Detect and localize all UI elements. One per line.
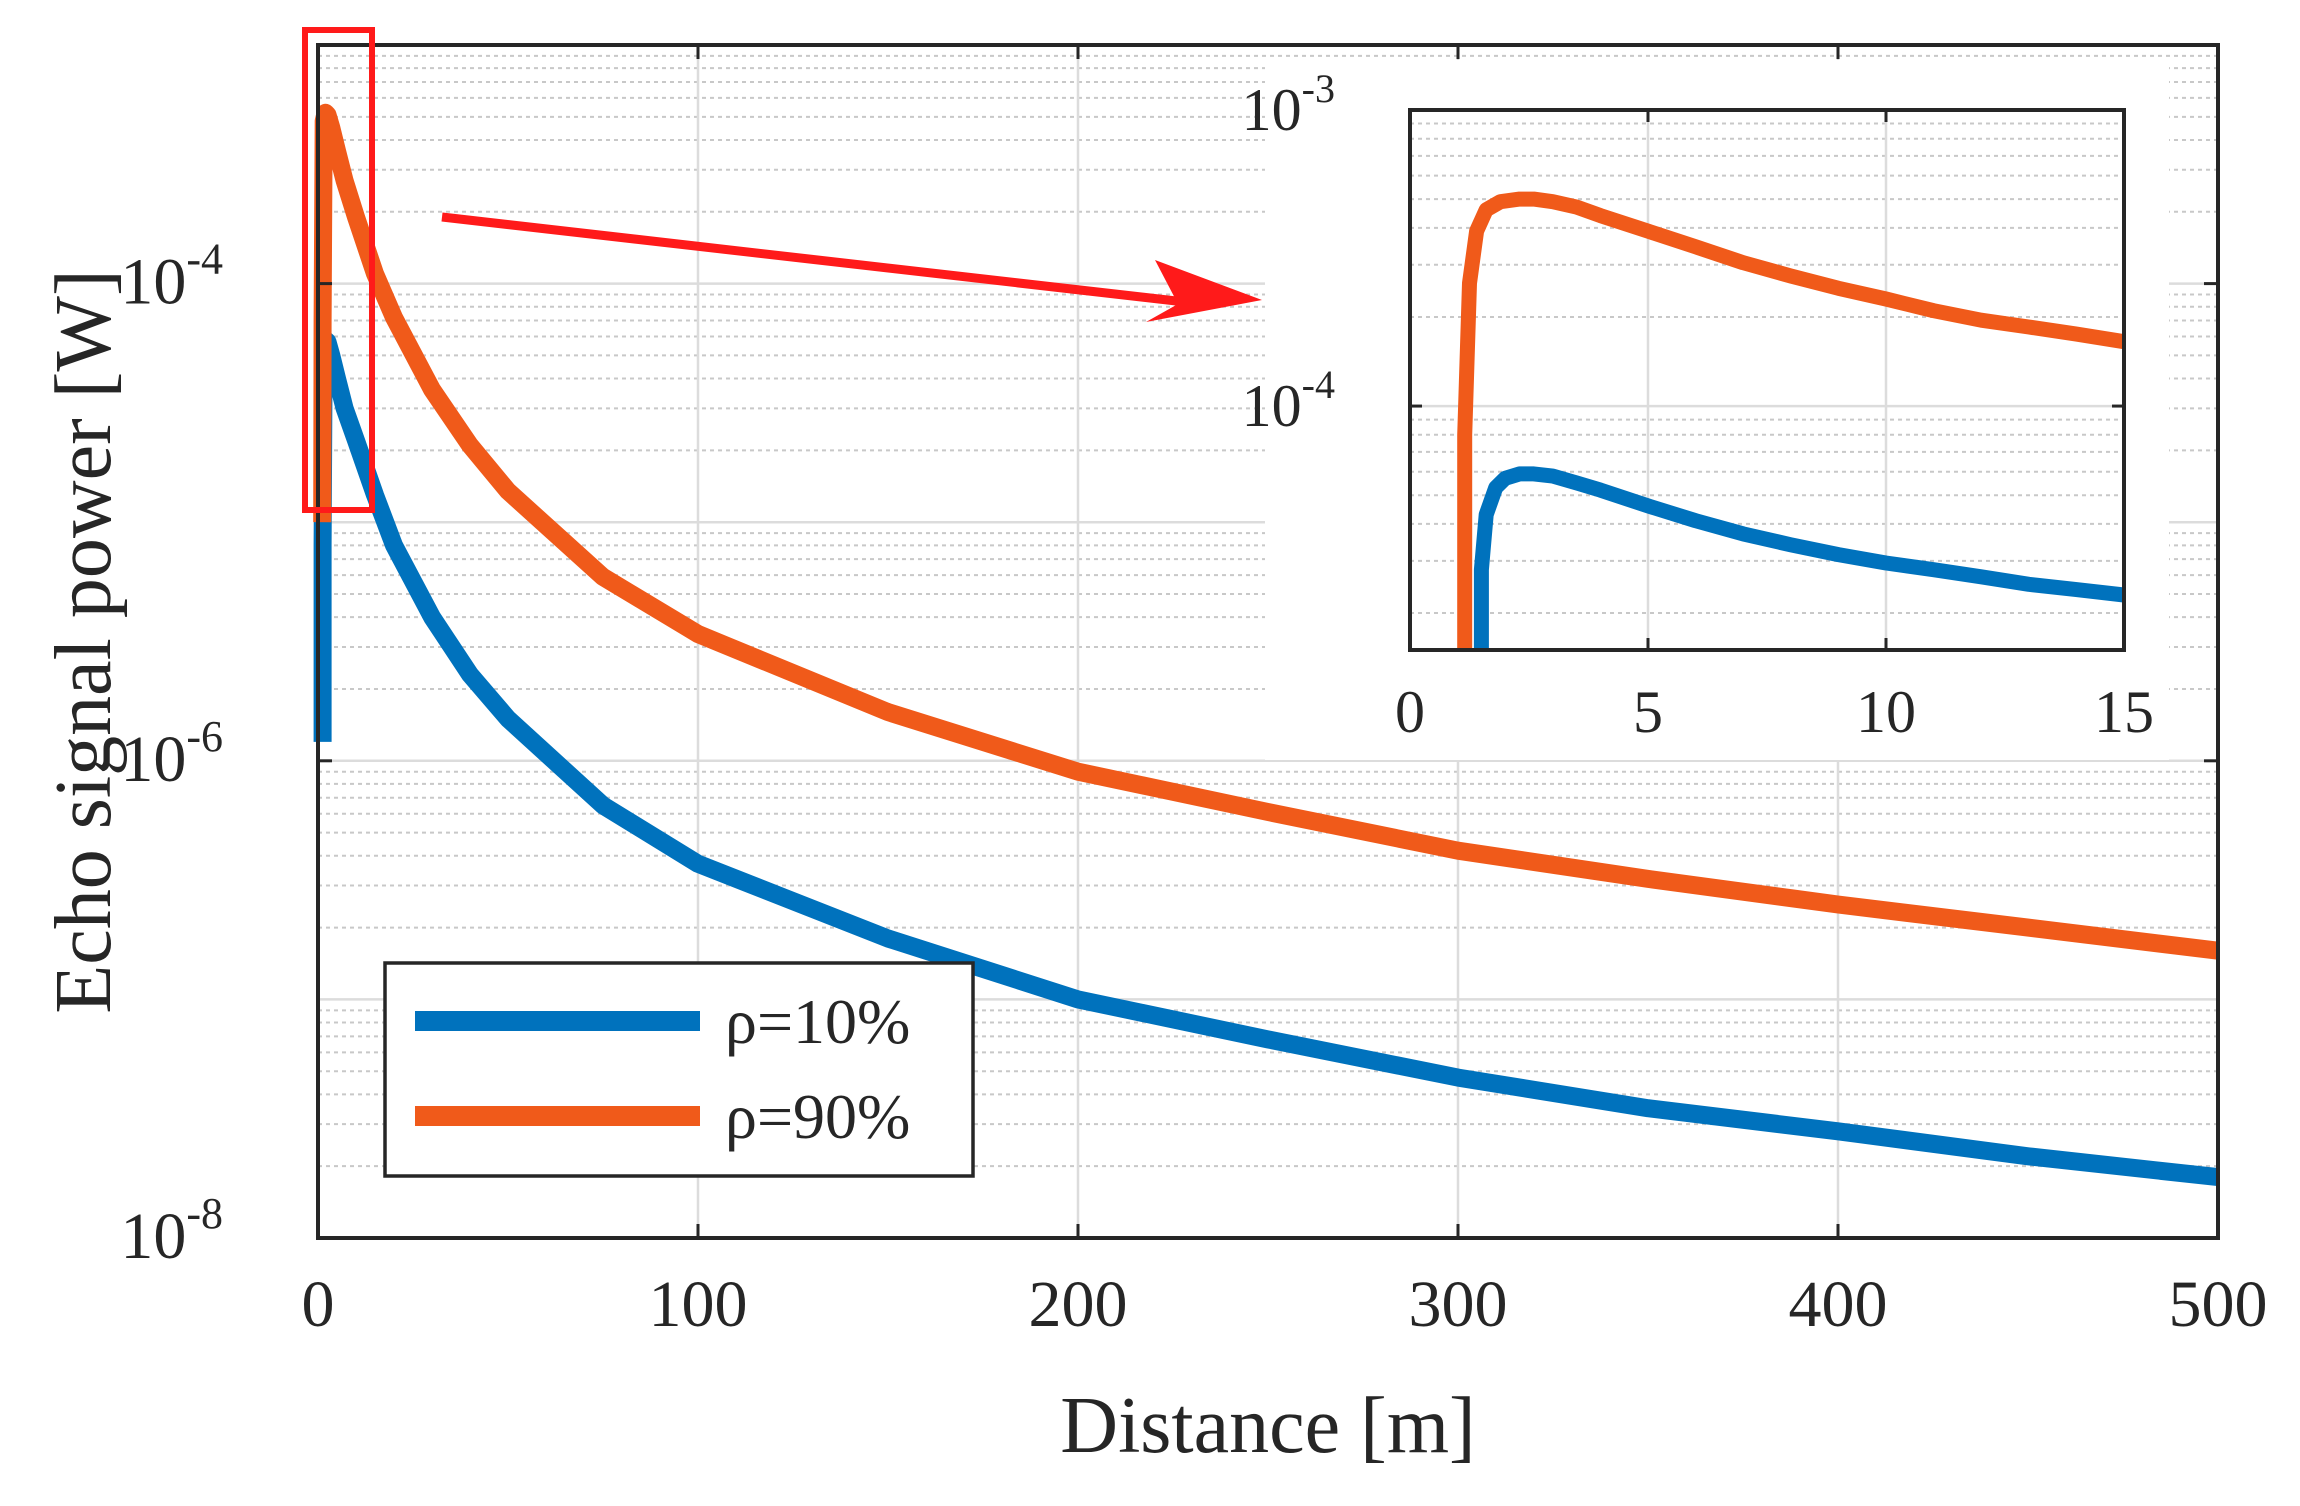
zoom-highlight-box (302, 27, 375, 513)
inset-plot-frame (1408, 108, 2126, 652)
inset-x-tick-label: 15 (2094, 679, 2154, 745)
zoom-arrow (441, 212, 1186, 307)
main-x-tick-label: 400 (1789, 1268, 1888, 1341)
inset-lines (1457, 191, 2126, 650)
inset-series-line-1 (1457, 191, 2126, 650)
main-x-tick-label: 200 (1029, 1268, 1128, 1341)
legend: ρ=10% ρ=90% (383, 961, 975, 1178)
main-x-tick-label: 100 (649, 1268, 748, 1341)
main-series-line-1 (313, 103, 2220, 960)
main-y-tick-label: 10-8 (120, 1189, 223, 1273)
main-plot-frame (316, 43, 2220, 1240)
main-lines (313, 103, 2220, 1187)
inset-x-tick-label: 10 (1856, 679, 1916, 745)
inset-series-line-0 (1473, 466, 2125, 650)
main-y-tick-label: 10-4 (120, 235, 223, 319)
legend-label-1: ρ=90% (725, 1081, 910, 1152)
main-y-tick-label: 10-6 (120, 712, 223, 796)
annotations (302, 27, 1262, 513)
main-x-tick-label: 300 (1409, 1268, 1508, 1341)
main-x-tick-label: 0 (302, 1268, 335, 1341)
legend-box (383, 961, 975, 1178)
x-axis-label: Distance [m] (1060, 1382, 1475, 1470)
main-x-tick-label: 500 (2169, 1268, 2268, 1341)
zoom-arrowhead (1146, 260, 1262, 322)
legend-label-0: ρ=10% (725, 986, 910, 1057)
inset-background (1265, 60, 2169, 760)
inset-x-tick-label: 5 (1633, 679, 1663, 745)
inset-x-tick-label: 0 (1395, 679, 1425, 745)
y-axis-label: Echo signal power [W] (40, 269, 128, 1013)
